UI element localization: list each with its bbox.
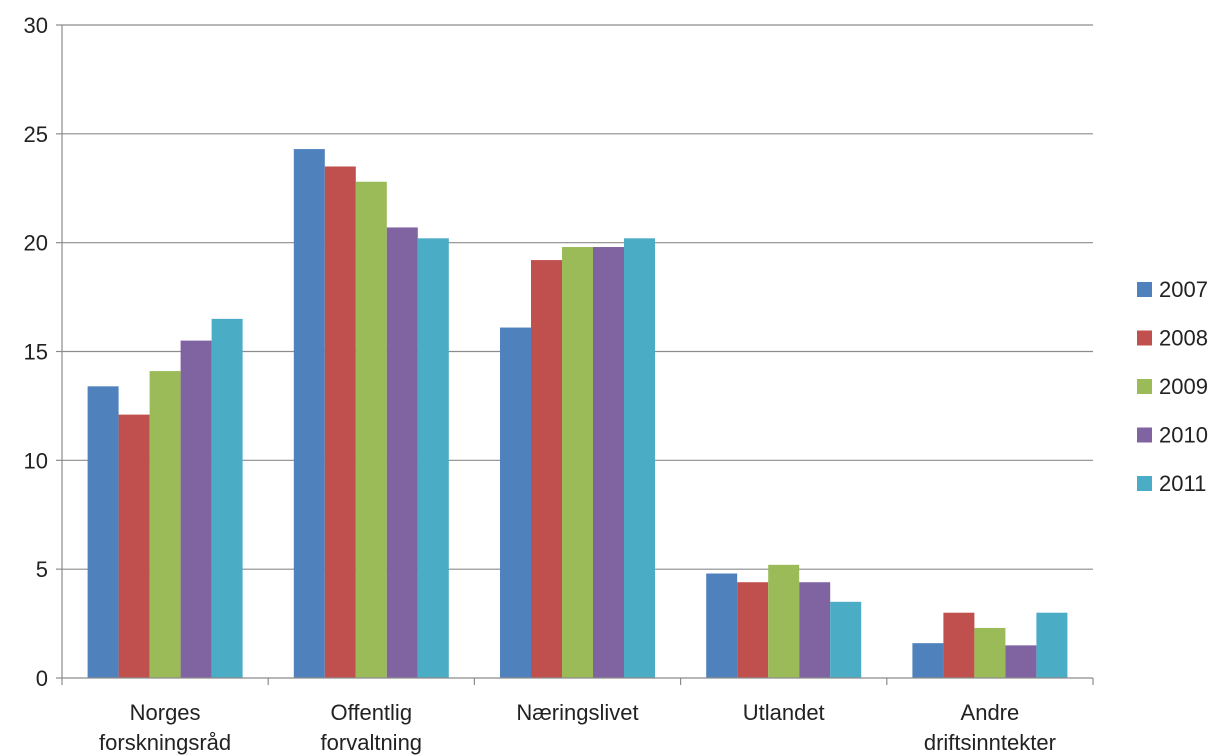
category-label: Næringslivet bbox=[516, 700, 638, 725]
legend-swatch-2009 bbox=[1137, 379, 1152, 394]
bar-2007 bbox=[706, 573, 738, 678]
bar-2007 bbox=[500, 327, 531, 678]
y-tick-label: 30 bbox=[24, 13, 48, 38]
category-label: forskningsråd bbox=[99, 730, 231, 755]
bars bbox=[87, 149, 1068, 678]
bar-2009 bbox=[149, 371, 181, 678]
legend-label-2011: 2011 bbox=[1159, 471, 1206, 496]
category-label: Offentlig bbox=[331, 700, 413, 725]
legend-label-2010: 2010 bbox=[1159, 423, 1208, 448]
axes bbox=[56, 24, 1094, 685]
bar-2008 bbox=[324, 166, 356, 678]
bar-2010 bbox=[180, 340, 212, 678]
bar-2009 bbox=[562, 247, 593, 678]
bar-2009 bbox=[974, 627, 1006, 678]
legend-label-2007: 2007 bbox=[1159, 277, 1208, 302]
bar-2007 bbox=[87, 386, 119, 678]
bar-2011 bbox=[1036, 612, 1068, 678]
bar-2011 bbox=[417, 238, 449, 678]
y-tick-label: 15 bbox=[24, 340, 48, 365]
bar-2010 bbox=[386, 227, 418, 678]
legend-swatch-2010 bbox=[1137, 427, 1152, 443]
legend-label-2008: 2008 bbox=[1159, 326, 1208, 351]
bar-2011 bbox=[624, 238, 655, 678]
category-label: Andre bbox=[961, 700, 1020, 725]
bar-2009 bbox=[355, 181, 387, 678]
bar-2007 bbox=[293, 149, 325, 678]
bar-2008 bbox=[531, 260, 562, 678]
legend-swatch-2007 bbox=[1137, 282, 1152, 297]
bar-2007 bbox=[912, 643, 944, 678]
category-labels: Norges forskningsråd Offentlig forvaltning N… bbox=[99, 700, 1056, 755]
bar-2010 bbox=[1005, 645, 1037, 678]
bar-2011 bbox=[830, 601, 862, 678]
y-tick-label: 25 bbox=[24, 122, 48, 147]
legend-swatch-2011 bbox=[1137, 476, 1152, 491]
legend-swatch-2008 bbox=[1137, 330, 1152, 346]
bar-2008 bbox=[118, 414, 150, 678]
category-label: Norges bbox=[130, 700, 201, 725]
y-tick-labels: 0 5 10 15 20 25 30 bbox=[24, 13, 48, 691]
category-label: Utlandet bbox=[743, 700, 825, 725]
bar-2008 bbox=[737, 582, 769, 678]
legend-label-2009: 2009 bbox=[1159, 374, 1208, 399]
bar-2010 bbox=[593, 247, 624, 678]
y-tick-label: 20 bbox=[24, 231, 48, 256]
legend: 2007 2008 2009 2010 2011 bbox=[1137, 277, 1208, 496]
y-tick-label: 5 bbox=[36, 557, 48, 582]
y-tick-label: 10 bbox=[24, 448, 48, 473]
bar-2008 bbox=[943, 612, 975, 678]
bar-2011 bbox=[211, 318, 243, 678]
category-label: driftsinntekter bbox=[924, 730, 1056, 755]
category-label: forvaltning bbox=[321, 730, 423, 755]
bar-2009 bbox=[768, 564, 800, 678]
bar-2010 bbox=[799, 582, 831, 678]
y-tick-label: 0 bbox=[36, 666, 48, 691]
